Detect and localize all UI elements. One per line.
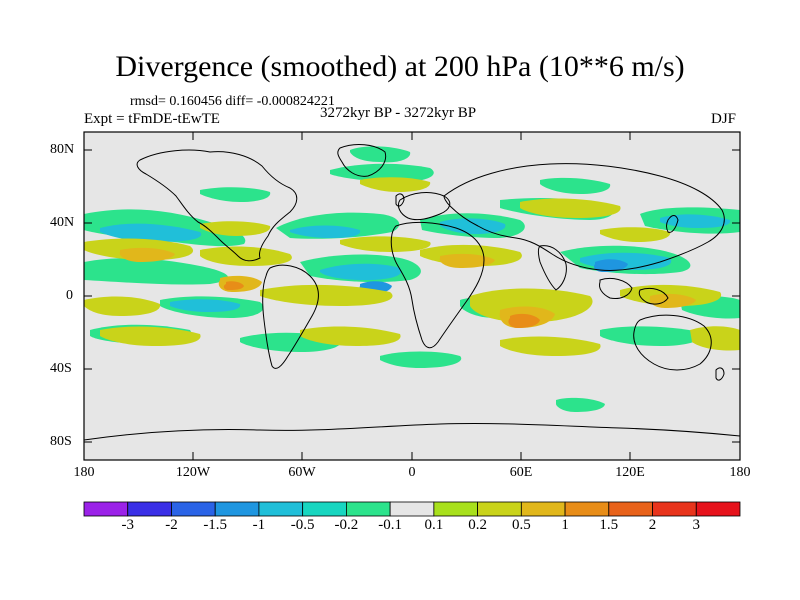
period-label: 3272kyr BP - 3272kyr BP bbox=[320, 105, 477, 121]
stats-text: rmsd= 0.160456 diff= -0.000824221 bbox=[130, 94, 335, 109]
colorbar-box bbox=[302, 501, 347, 517]
colorbar-box bbox=[258, 501, 304, 517]
lat-label-80n: 80N bbox=[50, 142, 75, 157]
season-label: DJF bbox=[711, 111, 737, 127]
lat-label-80s: 80S bbox=[50, 434, 72, 449]
colorbar-box bbox=[83, 501, 129, 517]
lon-label-0: 0 bbox=[408, 465, 416, 480]
colorbar-box bbox=[695, 501, 741, 517]
colorbar-tick-label: 3 bbox=[692, 517, 701, 533]
colorbar-box bbox=[171, 501, 216, 517]
lon-label-180e: 180 bbox=[729, 465, 751, 480]
colorbar-box bbox=[652, 501, 697, 517]
axis-ticks bbox=[83, 132, 741, 460]
lon-label-180w: 180 bbox=[73, 465, 95, 480]
colorbar-box bbox=[608, 501, 653, 517]
colorbar-tick-label: 0.5 bbox=[511, 517, 531, 533]
lat-label-0: 0 bbox=[66, 288, 73, 303]
colorbar-box bbox=[564, 501, 610, 517]
experiment-label: Expt = tFmDE-tEwTE bbox=[84, 111, 220, 127]
colorbar-box bbox=[433, 501, 479, 517]
colorbar-tick-label: 1 bbox=[561, 517, 569, 533]
colorbar-tick-label: -2 bbox=[165, 517, 178, 533]
colorbar-box bbox=[477, 501, 522, 517]
lon-label-120w: 120W bbox=[175, 465, 211, 480]
lon-label-60e: 60E bbox=[509, 465, 533, 480]
divergence-field bbox=[84, 146, 740, 412]
colorbar-tick-label: -0.5 bbox=[290, 517, 315, 533]
colorbar-tick-label: -0.2 bbox=[334, 517, 359, 533]
lat-label-40n: 40N bbox=[50, 215, 75, 230]
colorbar-tick-label: -0.1 bbox=[378, 517, 402, 533]
colorbar-tick-label: -3 bbox=[121, 517, 134, 533]
colorbar-tick-label: -1 bbox=[252, 517, 266, 533]
lon-label-120e: 120E bbox=[615, 465, 645, 480]
colorbar-tick-label: -1.5 bbox=[203, 517, 228, 533]
colorbar-tick-label: 0.1 bbox=[424, 517, 444, 533]
colorbar-box bbox=[520, 501, 566, 517]
colorbar-tick-label: 0.2 bbox=[468, 517, 487, 533]
colorbar-box bbox=[389, 501, 435, 517]
coastlines bbox=[84, 144, 740, 441]
colorbar-box bbox=[214, 501, 260, 517]
colorbar-box bbox=[127, 501, 172, 517]
colorbar-box bbox=[345, 501, 391, 517]
colorbar-tick-label: 2 bbox=[648, 517, 657, 533]
lon-label-60w: 60W bbox=[288, 465, 316, 480]
lat-label-40s: 40S bbox=[50, 361, 72, 376]
colorbar bbox=[83, 501, 741, 517]
map-title: Divergence (smoothed) at 200 hPa (10**6 … bbox=[115, 50, 685, 83]
colorbar-tick-label: 1.5 bbox=[599, 517, 619, 533]
